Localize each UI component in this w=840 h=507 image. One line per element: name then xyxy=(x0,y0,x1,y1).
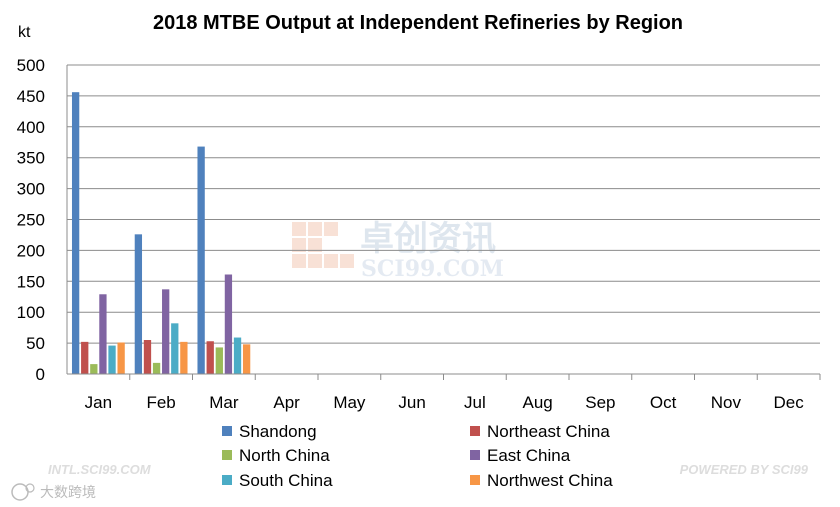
y-tick-label: 400 xyxy=(17,118,45,137)
corner-logo-text: 大数跨境 xyxy=(40,484,96,500)
x-tick-label: Jan xyxy=(85,393,112,412)
x-tick-label: Feb xyxy=(146,393,175,412)
legend-swatch xyxy=(222,450,232,460)
bar xyxy=(171,323,179,374)
y-tick-label: 250 xyxy=(17,211,45,230)
bar xyxy=(242,344,251,374)
y-tick-label: 200 xyxy=(17,241,45,260)
y-tick-label: 150 xyxy=(17,272,45,291)
x-tick-label: Oct xyxy=(650,393,677,412)
y-tick-label: 350 xyxy=(17,149,45,168)
axes xyxy=(66,65,821,380)
bar xyxy=(108,345,116,374)
x-tick-label: Nov xyxy=(711,393,742,412)
x-tick-label: Jun xyxy=(398,393,425,412)
bars xyxy=(71,92,251,374)
bar xyxy=(197,146,205,374)
y-tick-label: 450 xyxy=(17,87,45,106)
y-tick-label: 100 xyxy=(17,303,45,322)
x-tick-label: Jul xyxy=(464,393,486,412)
legend-swatch xyxy=(470,426,480,436)
y-tick-label: 0 xyxy=(36,365,45,384)
bar xyxy=(206,341,214,374)
y-tick-label: 500 xyxy=(17,56,45,75)
x-tick-label: Mar xyxy=(209,393,239,412)
x-tick-label: May xyxy=(333,393,366,412)
legend-label: East China xyxy=(487,446,571,465)
watermark-cn: 卓创资讯 xyxy=(360,219,496,259)
gridlines xyxy=(67,64,820,344)
bar xyxy=(180,341,188,374)
bar xyxy=(99,294,107,374)
legend-label: Northwest China xyxy=(487,471,613,490)
y-tick-labels: 0 50 100 150 200 250 300 350 400 450 500 xyxy=(17,56,45,384)
footer-left: INTL.SCI99.COM xyxy=(48,462,152,477)
x-tick-label: Sep xyxy=(585,393,615,412)
x-tick-label: Aug xyxy=(523,393,553,412)
legend-label: Northeast China xyxy=(487,422,610,441)
legend-swatch xyxy=(222,475,232,485)
bar xyxy=(152,362,161,374)
legend-label: South China xyxy=(239,471,333,490)
y-tick-label: 50 xyxy=(26,334,45,353)
y-axis-label: kt xyxy=(18,24,31,41)
x-tick-label: Apr xyxy=(273,393,300,412)
legend-swatch xyxy=(470,475,480,485)
bar xyxy=(143,340,152,374)
chart-title: 2018 MTBE Output at Independent Refineri… xyxy=(153,12,683,34)
watermark: 卓创资讯 SCI99.COM xyxy=(292,219,504,282)
legend-label: North China xyxy=(239,446,330,465)
legend: Shandong Northeast China North China East C… xyxy=(222,422,613,490)
legend-swatch xyxy=(470,450,480,460)
bar xyxy=(162,289,170,374)
bar xyxy=(90,364,98,374)
footer-right: POWERED BY SCI99 xyxy=(680,462,809,477)
bar xyxy=(117,342,125,374)
legend-label: Shandong xyxy=(239,422,317,441)
x-tick-labels: Jan Feb Mar Apr May Jun Jul Aug Sep Oct Nov Dec xyxy=(85,393,805,412)
bar xyxy=(134,234,143,374)
watermark-en: SCI99.COM xyxy=(361,256,504,282)
bar xyxy=(233,337,242,374)
bar xyxy=(81,341,89,374)
legend-swatch xyxy=(222,426,232,436)
bar xyxy=(224,274,233,374)
bar xyxy=(71,92,80,374)
corner-logo-icon xyxy=(11,483,35,501)
x-tick-label: Dec xyxy=(774,393,805,412)
y-tick-label: 300 xyxy=(17,180,45,199)
bar xyxy=(215,347,223,374)
